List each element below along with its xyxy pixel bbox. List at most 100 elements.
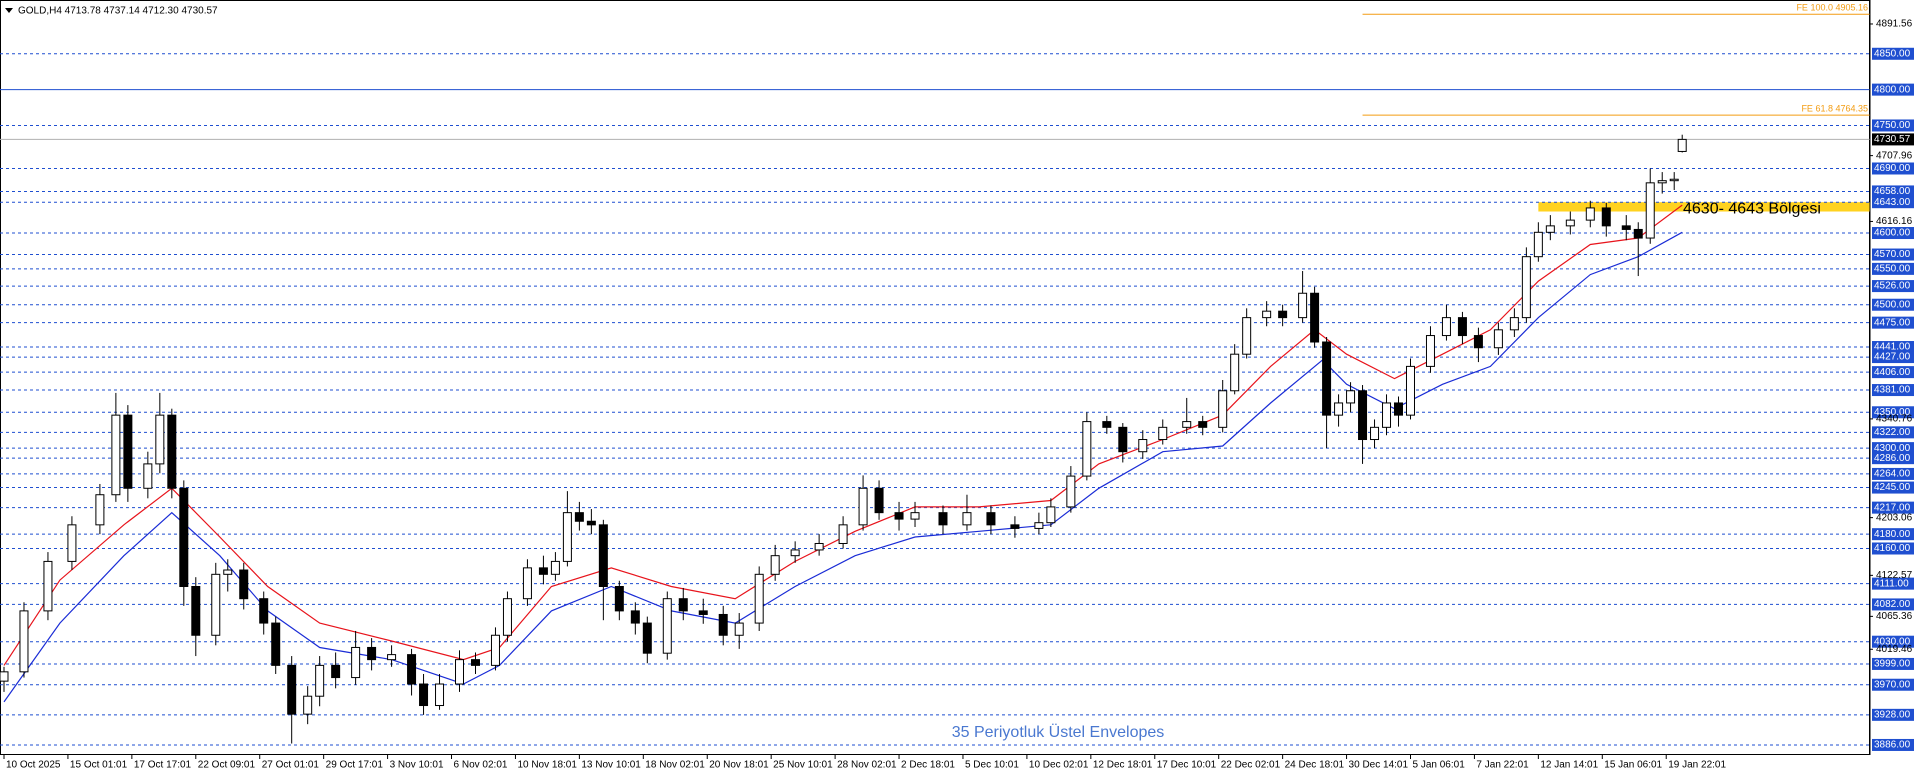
level-label: 4082.00 <box>1874 599 1911 610</box>
candle-body <box>1082 421 1092 477</box>
level-label: 4217.00 <box>1874 502 1911 513</box>
candle-body <box>1521 256 1531 319</box>
fib-label: FE 61.8 4764.35 <box>1801 104 1868 114</box>
candle-body <box>331 664 341 679</box>
candle-body <box>223 569 233 575</box>
candle-body <box>407 654 417 685</box>
candle-body <box>1645 182 1655 239</box>
level-label: 4600.00 <box>1874 228 1911 239</box>
candle-body <box>387 654 397 661</box>
level-label: 4406.00 <box>1874 367 1911 378</box>
candle-body <box>1334 402 1344 416</box>
level-label: 3970.00 <box>1874 679 1911 690</box>
candle-body <box>894 512 904 520</box>
level-box <box>1872 298 1914 311</box>
level-box <box>1872 227 1914 240</box>
chart-title: GOLD,H4 4713.78 4737.14 4712.30 4730.57 <box>18 6 218 17</box>
y-tick-label: 4891.56 <box>1876 19 1913 30</box>
x-tick-label: 20 Nov 18:01 <box>709 760 769 771</box>
candle-body <box>630 610 640 624</box>
level-label: 4160.00 <box>1874 543 1911 554</box>
candle-body <box>111 414 121 496</box>
candle-body <box>143 463 153 489</box>
candle-body <box>1218 390 1228 428</box>
x-tick-label: 13 Nov 10:01 <box>581 760 641 771</box>
candle-body <box>1565 219 1575 227</box>
level-label: 3999.00 <box>1874 659 1911 670</box>
level-box <box>1872 528 1914 541</box>
level-label: 4850.00 <box>1874 48 1911 59</box>
candle-body <box>43 560 53 612</box>
candle-body <box>1158 426 1168 441</box>
x-tick-label: 22 Dec 02:01 <box>1221 760 1281 771</box>
candle-body <box>910 512 920 520</box>
candle-body <box>1633 228 1643 239</box>
candle-body <box>1242 317 1252 355</box>
x-tick-label: 25 Nov 10:01 <box>773 760 833 771</box>
level-box <box>1872 481 1914 494</box>
last-price-box <box>1872 133 1914 146</box>
level-label: 4264.00 <box>1874 469 1911 480</box>
menu-arrow[interactable] <box>5 8 13 13</box>
envelope-line <box>3 231 1683 703</box>
x-tick-label: 6 Nov 02:01 <box>454 760 508 771</box>
candle-body <box>1533 231 1543 258</box>
y-tick-label: 4707.96 <box>1876 150 1913 161</box>
level-box <box>1872 119 1914 132</box>
level-label: 4643.00 <box>1874 197 1911 208</box>
level-box <box>1872 280 1914 293</box>
level-label: 4750.00 <box>1874 120 1911 131</box>
level-box <box>1872 452 1914 465</box>
candle-body <box>1310 292 1320 343</box>
level-label: 4245.00 <box>1874 482 1911 493</box>
candle-body <box>1545 225 1555 233</box>
candle-body <box>698 610 708 615</box>
x-tick-label: 10 Dec 02:01 <box>1029 760 1089 771</box>
level-box <box>1872 47 1914 60</box>
y-tick-label: 4340.76 <box>1876 414 1913 425</box>
level-label: 4286.00 <box>1874 453 1911 464</box>
candle-body <box>1118 426 1128 453</box>
level-box <box>1872 366 1914 379</box>
candle-body <box>1601 207 1611 227</box>
candle-body <box>1441 317 1451 337</box>
level-box <box>1872 384 1914 397</box>
x-tick-label: 5 Jan 06:01 <box>1412 760 1465 771</box>
zone-label: 4630- 4643 Bölgesi <box>1683 201 1821 218</box>
level-label: 4300.00 <box>1874 443 1911 454</box>
level-box <box>1872 657 1914 670</box>
x-tick-label: 2 Dec 18:01 <box>901 760 955 771</box>
level-label: 4526.00 <box>1874 281 1911 292</box>
level-box <box>1872 406 1914 419</box>
x-tick-label: 15 Jan 06:01 <box>1604 760 1662 771</box>
candle-body <box>1102 421 1112 428</box>
candle-body <box>419 683 429 707</box>
level-box <box>1872 351 1914 364</box>
x-tick-label: 12 Dec 18:01 <box>1093 760 1153 771</box>
x-tick-label: 30 Dec 14:01 <box>1349 760 1409 771</box>
candle-body <box>1621 225 1631 230</box>
level-box <box>1872 162 1914 175</box>
candle-body <box>179 487 189 588</box>
x-tick-label: 22 Oct 09:01 <box>198 760 256 771</box>
level-box <box>1872 501 1914 514</box>
level-box <box>1872 708 1914 721</box>
x-tick-label: 18 Nov 02:01 <box>645 760 705 771</box>
x-tick-label: 12 Jan 14:01 <box>1540 760 1598 771</box>
candle-body <box>1034 522 1044 529</box>
level-label: 4550.00 <box>1874 264 1911 275</box>
level-label: 3928.00 <box>1874 709 1911 720</box>
candle-body <box>678 598 688 612</box>
zone <box>1538 202 1870 212</box>
x-tick-label: 5 Dec 10:01 <box>965 760 1019 771</box>
candle-body <box>614 586 624 612</box>
y-tick-label: 4616.16 <box>1876 216 1913 227</box>
candle-body <box>1182 421 1192 428</box>
candle-body <box>938 512 948 526</box>
x-tick-label: 27 Oct 01:01 <box>262 760 320 771</box>
level-label: 4030.00 <box>1874 636 1911 647</box>
candle-body <box>259 598 269 624</box>
